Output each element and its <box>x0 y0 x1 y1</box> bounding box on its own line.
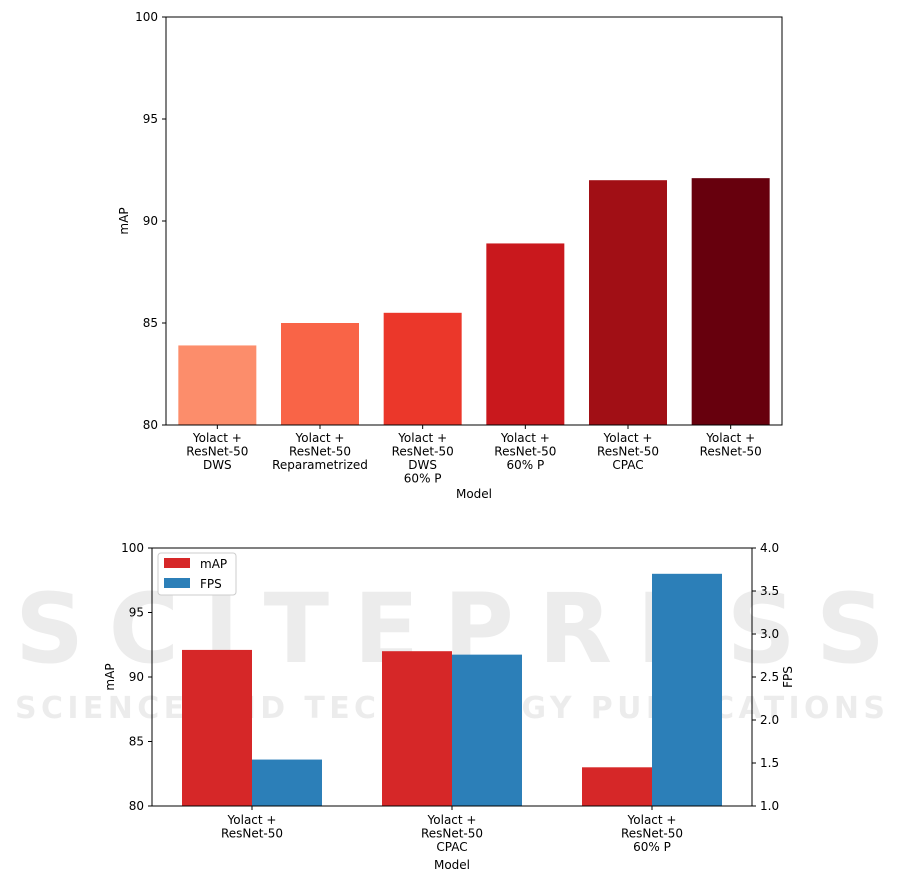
bar-fps <box>252 759 322 806</box>
x-tick-label: Yolact + <box>500 431 550 445</box>
x-tick-label: Yolact + <box>603 431 653 445</box>
y-tick-label: 100 <box>135 10 158 24</box>
legend: mAP FPS <box>157 552 237 596</box>
bar-map <box>582 767 652 806</box>
y-right-tick-label: 3.0 <box>760 627 779 641</box>
bar <box>691 178 770 425</box>
y-right-tick-label: 2.0 <box>760 713 779 727</box>
x-tick-label: DWS <box>203 458 232 472</box>
plot-frame <box>165 16 783 426</box>
y-right-tick-label: 4.0 <box>760 541 779 555</box>
x-tick-label: Reparametrized <box>272 458 368 472</box>
x-tick-label: Yolact + <box>192 431 242 445</box>
x-tick-label: ResNet-50 <box>221 827 283 841</box>
x-tick-label: Yolact + <box>705 431 755 445</box>
chart-map-fps-by-model: 80 85 90 95 100 1.0 1.5 2.0 2.5 3.0 3.5 4.0 Yolact +… <box>103 541 795 872</box>
x-tick-label: 60% P <box>404 472 442 486</box>
y-tick-label: 80 <box>129 799 144 813</box>
y-right-tick-label: 1.0 <box>760 799 779 813</box>
y-tick-label: 80 <box>143 418 158 432</box>
y-tick-label: 95 <box>143 112 158 126</box>
x-tick-label: CPAC <box>436 840 467 854</box>
legend-swatch <box>164 558 190 568</box>
y-axis-label: mAP <box>117 207 131 234</box>
y-tick-label: 85 <box>143 316 158 330</box>
bar-map <box>182 649 252 806</box>
x-tick-label: Yolact + <box>627 813 677 827</box>
y-tick-label: 95 <box>129 606 144 620</box>
x-axis-label: Model <box>434 858 470 872</box>
x-tick-label: 60% P <box>506 458 544 472</box>
legend-label: FPS <box>200 577 222 591</box>
legend-label: mAP <box>200 557 227 571</box>
x-tick-label: 60% P <box>633 840 671 854</box>
x-tick-label: Yolact + <box>295 431 345 445</box>
x-tick-label: ResNet-50 <box>494 445 556 459</box>
x-tick-label: CPAC <box>612 458 643 472</box>
bar <box>281 323 359 425</box>
x-tick-label: ResNet-50 <box>700 445 762 459</box>
x-tick-label: ResNet-50 <box>597 445 659 459</box>
bar <box>589 180 667 425</box>
x-axis-label: Model <box>456 487 492 501</box>
bar <box>486 243 565 425</box>
y-right-tick-label: 1.5 <box>760 756 779 770</box>
bar-fps <box>452 654 522 806</box>
x-tick-label: Yolact + <box>227 813 277 827</box>
x-tick-label: ResNet-50 <box>392 445 454 459</box>
x-tick-label: Yolact + <box>427 813 477 827</box>
bar <box>178 345 257 425</box>
y-right-tick-label: 2.5 <box>760 670 779 684</box>
y-right-axis-label: FPS <box>781 666 795 688</box>
y-tick-label: 90 <box>129 670 144 684</box>
x-tick-label: ResNet-50 <box>621 827 683 841</box>
x-tick-label: ResNet-50 <box>186 445 248 459</box>
y-tick-label: 90 <box>143 214 158 228</box>
bar-fps <box>652 573 722 806</box>
bar <box>383 312 462 425</box>
x-tick-label: Yolact + <box>397 431 447 445</box>
x-tick-label: ResNet-50 <box>289 445 351 459</box>
legend-swatch <box>164 578 190 588</box>
y-tick-label: 85 <box>129 735 144 749</box>
bar-map <box>382 651 452 806</box>
y-right-tick-label: 3.5 <box>760 584 779 598</box>
x-tick-label: ResNet-50 <box>421 827 483 841</box>
y-axis-label: mAP <box>103 663 117 690</box>
y-tick-label: 100 <box>121 541 144 555</box>
x-tick-label: DWS <box>408 458 437 472</box>
